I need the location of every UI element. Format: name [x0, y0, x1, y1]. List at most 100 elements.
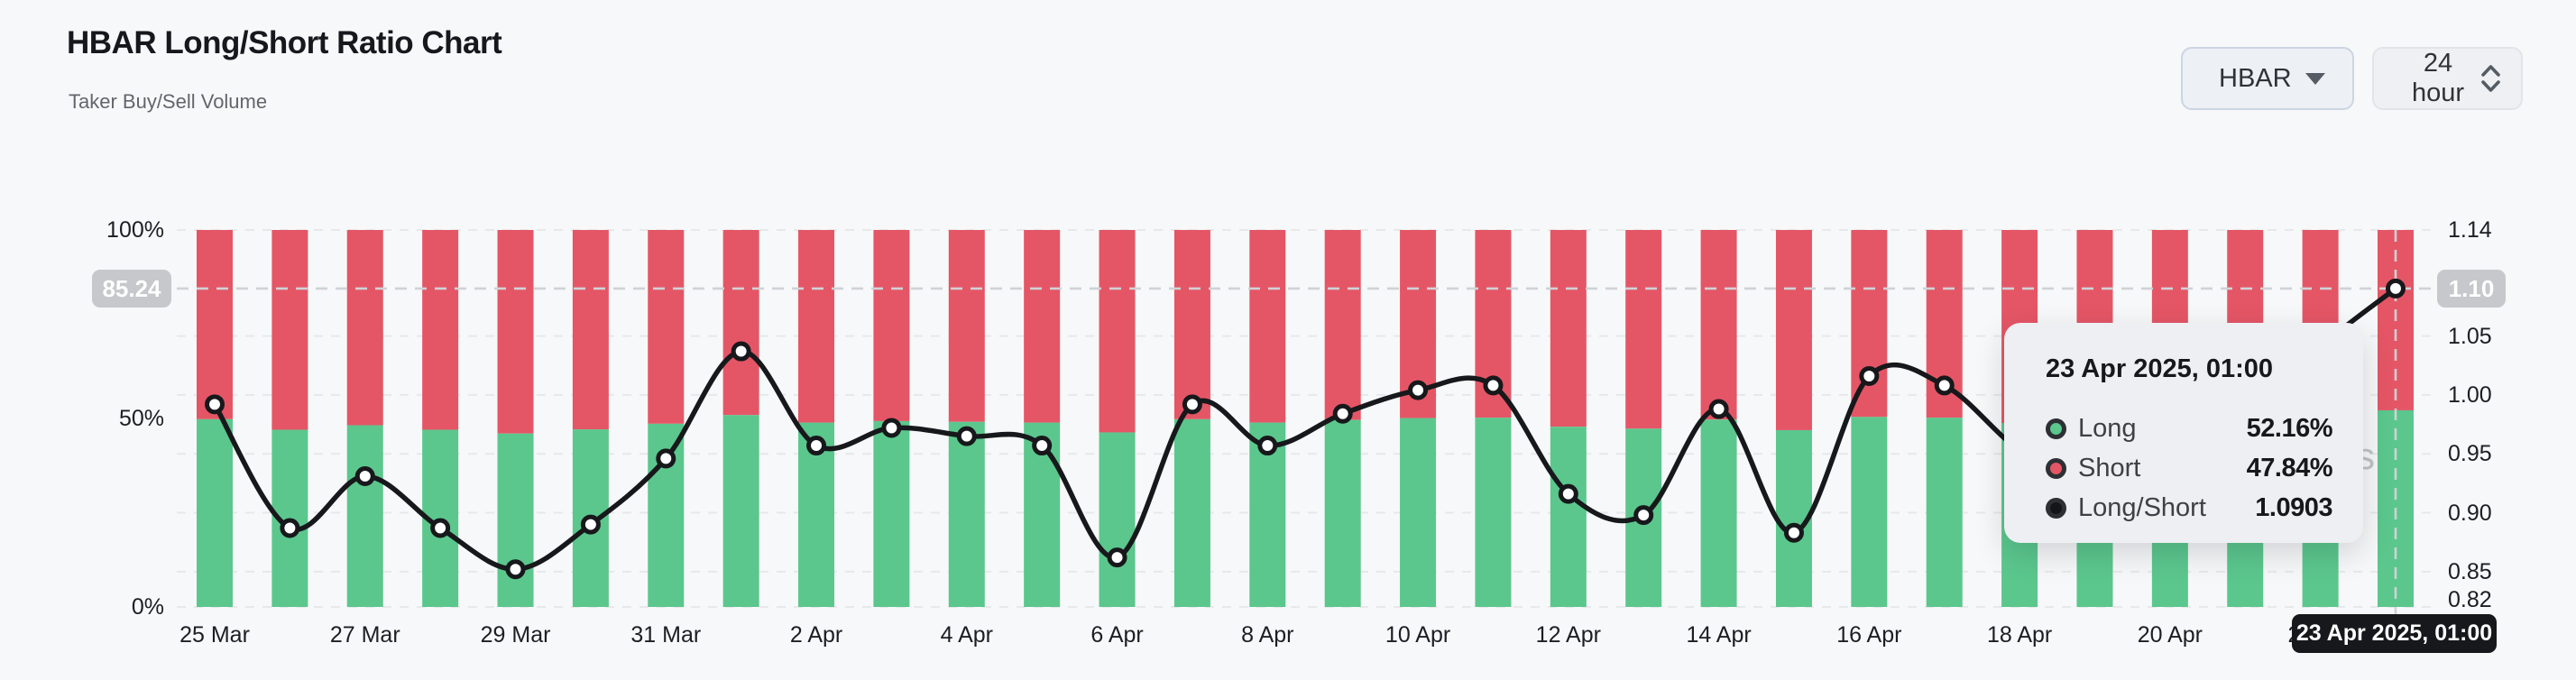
- bar-long[interactable]: [948, 421, 985, 607]
- ratio-point[interactable]: [1558, 483, 1578, 504]
- ratio-point[interactable]: [430, 518, 451, 538]
- bar-short[interactable]: [722, 230, 759, 416]
- left-axis-tick: 100%: [106, 217, 164, 243]
- ratio-point[interactable]: [1783, 522, 1804, 543]
- bar-long[interactable]: [346, 425, 383, 607]
- bar-short[interactable]: [497, 230, 534, 434]
- right-axis-tick: 1.05: [2448, 323, 2492, 349]
- tooltip-long-label: Long: [2078, 413, 2137, 443]
- right-axis-tick: 1.00: [2448, 381, 2492, 408]
- interval-select-value: 24 hour: [2411, 49, 2465, 107]
- bar-short[interactable]: [1024, 230, 1061, 423]
- bar-long[interactable]: [1550, 427, 1587, 607]
- ratio-point[interactable]: [1257, 436, 1278, 456]
- bar-long[interactable]: [1400, 418, 1437, 607]
- left-axis-tick: 50%: [118, 406, 164, 431]
- bar-long[interactable]: [1700, 419, 1737, 607]
- interval-select[interactable]: 24 hour: [2372, 47, 2523, 110]
- bar-short[interactable]: [1550, 230, 1587, 427]
- x-axis-tick: 20 Apr: [2137, 622, 2203, 648]
- bar-long[interactable]: [722, 415, 759, 607]
- bar-long[interactable]: [1926, 418, 1963, 607]
- ratio-point[interactable]: [354, 466, 375, 487]
- tooltip-rows: Long 52.16% Short 47.84% Long/Short 1.09…: [2046, 409, 2333, 528]
- right-axis-tick: 0.85: [2448, 558, 2492, 584]
- ratio-point[interactable]: [1633, 505, 1654, 526]
- ratio-point[interactable]: [505, 559, 526, 580]
- bar-short[interactable]: [1249, 230, 1286, 423]
- tooltip-row-long: Long 52.16%: [2046, 409, 2333, 448]
- crosshair-date-badge: 23 Apr 2025, 01:00: [2292, 614, 2497, 653]
- bar-short[interactable]: [1324, 230, 1361, 420]
- x-axis-tick: 25 Mar: [179, 622, 250, 648]
- bar-short[interactable]: [948, 230, 985, 422]
- tooltip-long-value: 52.16%: [2246, 413, 2333, 443]
- ratio-point[interactable]: [1408, 380, 1429, 400]
- bar-short[interactable]: [346, 230, 383, 426]
- bar-long[interactable]: [497, 433, 534, 607]
- bar-long[interactable]: [1099, 432, 1136, 607]
- x-axis-tick: 8 Apr: [1241, 622, 1294, 648]
- chevron-down-icon: [2305, 72, 2325, 85]
- bar-short[interactable]: [271, 230, 308, 430]
- bar-short[interactable]: [197, 230, 233, 419]
- bar-short[interactable]: [572, 230, 609, 430]
- bar-short[interactable]: [798, 230, 835, 423]
- left-axis-crosshair-badge: 85.24: [92, 270, 171, 308]
- right-axis-crosshair-badge: 1.10: [2437, 270, 2506, 308]
- x-axis-tick: 12 Apr: [1535, 622, 1601, 648]
- ratio-point[interactable]: [1859, 365, 1880, 386]
- bar-long[interactable]: [1173, 418, 1210, 607]
- ratio-point[interactable]: [1032, 436, 1053, 456]
- ratio-point[interactable]: [656, 448, 676, 469]
- bar-long[interactable]: [1324, 419, 1361, 607]
- ratio-point[interactable]: [280, 518, 300, 538]
- tooltip-title: 23 Apr 2025, 01:00: [2046, 354, 2274, 383]
- bar-short[interactable]: [1625, 230, 1662, 429]
- symbol-select[interactable]: HBAR: [2181, 47, 2354, 110]
- ratio-point[interactable]: [580, 514, 601, 535]
- x-axis-tick: 18 Apr: [1986, 622, 2053, 648]
- chart-tooltip: 23 Apr 2025, 01:00 Long 52.16% Short 47.…: [2004, 323, 2363, 543]
- right-axis-tick: 1.14: [2448, 217, 2492, 243]
- ratio-point[interactable]: [956, 426, 977, 446]
- ratio-point[interactable]: [1934, 375, 1955, 396]
- x-axis-tick: 27 Mar: [329, 622, 400, 648]
- tooltip-short-label: Short: [2078, 453, 2141, 482]
- ratio-point[interactable]: [881, 418, 902, 438]
- ratio-point[interactable]: [1483, 375, 1504, 396]
- ratio-point[interactable]: [1708, 399, 1729, 419]
- bar-long[interactable]: [1475, 418, 1512, 607]
- bar-short[interactable]: [1775, 230, 1812, 430]
- ratio-point[interactable]: [806, 436, 827, 456]
- bar-short[interactable]: [1173, 230, 1210, 419]
- x-axis-tick: 2 Apr: [789, 622, 843, 648]
- tooltip-short-value: 47.84%: [2246, 453, 2333, 482]
- bar-short[interactable]: [873, 230, 910, 421]
- x-axis-tick: 31 Mar: [630, 622, 702, 648]
- bar-long[interactable]: [1851, 417, 1888, 607]
- x-axis-tick: 6 Apr: [1090, 622, 1144, 648]
- tooltip-ratio-value: 1.0903: [2255, 492, 2332, 522]
- ratio-point[interactable]: [1332, 403, 1353, 424]
- right-axis-tick: 0.82: [2448, 587, 2492, 612]
- ratio-point[interactable]: [205, 394, 225, 415]
- bar-long[interactable]: [873, 420, 910, 607]
- ratio-point[interactable]: [1182, 394, 1202, 415]
- x-axis-tick: 10 Apr: [1385, 622, 1451, 648]
- ratio-point[interactable]: [731, 341, 751, 362]
- ratio-point[interactable]: [2385, 278, 2406, 299]
- bar-short[interactable]: [1851, 230, 1888, 418]
- x-axis-tick: 16 Apr: [1836, 622, 1902, 648]
- bar-short[interactable]: [648, 230, 685, 424]
- bar-short[interactable]: [422, 230, 459, 430]
- x-axis-tick: 14 Apr: [1686, 622, 1752, 648]
- bar-short[interactable]: [1700, 230, 1737, 420]
- page-title: HBAR Long/Short Ratio Chart: [67, 25, 502, 60]
- bar-short[interactable]: [1099, 230, 1136, 433]
- bar-long[interactable]: [197, 418, 233, 607]
- ratio-point[interactable]: [1107, 547, 1127, 568]
- x-axis-tick: 29 Mar: [480, 622, 551, 648]
